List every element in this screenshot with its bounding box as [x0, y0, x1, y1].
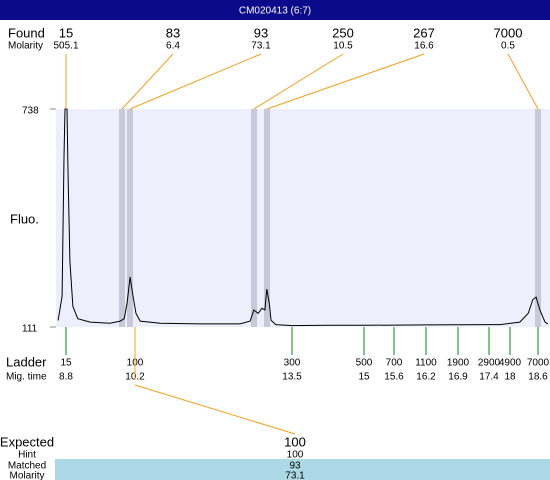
ladder-time: 18.6	[528, 372, 548, 383]
found-molarity: 73.1	[251, 41, 271, 52]
migtime-label: Mig. time	[6, 372, 47, 383]
found-leader	[129, 53, 262, 110]
found-size: 93	[254, 25, 268, 40]
found-molarity: 505.1	[53, 41, 78, 52]
y-tick-label: 111	[22, 324, 38, 335]
ladder-size: 300	[284, 358, 301, 369]
ladder-label: Ladder	[6, 354, 47, 369]
expected-label: Expected	[0, 434, 54, 449]
ladder-size: 700	[386, 358, 403, 369]
matched-row	[55, 459, 550, 480]
peak-band	[119, 109, 125, 327]
peak-band	[127, 109, 133, 327]
ladder-size: 2900	[478, 358, 501, 369]
found-molarity: 6.4	[166, 41, 180, 52]
hint-label: Hint	[18, 450, 36, 461]
matched-value: 93	[289, 461, 301, 472]
ladder-size: 500	[356, 358, 373, 369]
found-molarity: 0.5	[501, 41, 515, 52]
expected-value: 100	[284, 434, 306, 449]
found-size: 15	[59, 25, 73, 40]
found-size: 7000	[494, 25, 523, 40]
header-title: CM020413 (6:7)	[239, 6, 311, 17]
matched-label: Matched	[8, 461, 46, 472]
ladder-size: 15	[60, 358, 72, 369]
hint-value: 100	[287, 450, 304, 461]
expected-molarity-label: Molarity	[9, 471, 44, 480]
peak-band	[264, 109, 270, 327]
found-leader	[253, 53, 344, 110]
ladder-time: 15	[358, 372, 370, 383]
found-leader	[266, 53, 425, 110]
plot-area	[56, 109, 550, 327]
ladder-size: 1100	[415, 358, 437, 369]
ladder-time: 16.2	[416, 372, 436, 383]
found-molarity: 10.5	[333, 41, 353, 52]
ladder-time: 16.9	[448, 372, 468, 383]
ladder-time: 17.4	[479, 372, 499, 383]
found-molarity: 16.6	[414, 41, 434, 52]
ladder-time: 13.5	[282, 372, 302, 383]
header-bar	[0, 0, 550, 20]
y-tick-label: 738	[22, 106, 39, 117]
found-size: 83	[166, 25, 180, 40]
molarity-label: Molarity	[8, 41, 43, 52]
ladder-time: 18	[504, 372, 516, 383]
peak-band	[535, 109, 541, 327]
expected-leader	[134, 384, 296, 435]
peak-band	[251, 109, 257, 327]
found-label: Found	[8, 25, 45, 40]
found-leader	[121, 53, 174, 110]
found-leader	[507, 53, 539, 110]
ladder-size: 1900	[447, 358, 470, 369]
found-size: 250	[332, 25, 354, 40]
found-size: 267	[413, 25, 435, 40]
ladder-size: 4900	[499, 358, 522, 369]
trace	[57, 108, 549, 327]
y-axis-label: Fluo.	[10, 211, 39, 226]
ladder-size: 7000	[527, 358, 550, 369]
expected-molarity: 73.1	[285, 471, 305, 480]
ladder-time: 15.6	[384, 372, 404, 383]
ladder-time: 8.8	[59, 372, 73, 383]
